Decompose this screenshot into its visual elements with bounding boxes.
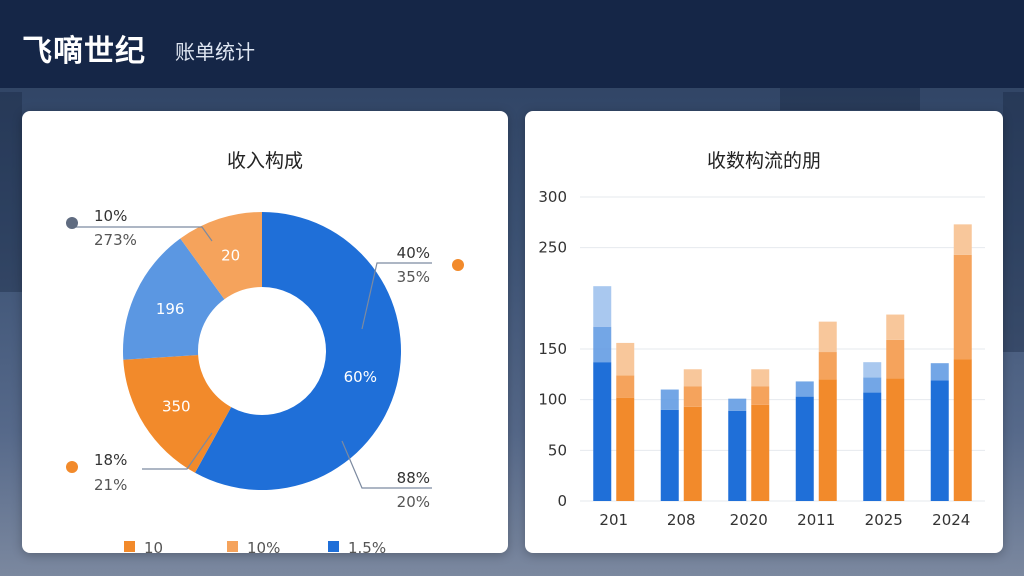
x-tick-label: 2024 — [932, 511, 970, 529]
callout-secondary: 273% — [94, 231, 137, 249]
bar-blue — [930, 380, 949, 501]
brand-title: 飞嘀世纪 — [22, 34, 146, 69]
bar-orange-light — [683, 369, 702, 387]
y-tick-label: 0 — [557, 492, 567, 510]
bar-blue-mid — [795, 381, 814, 397]
bar-blue — [660, 409, 679, 501]
donut-chart: 60% 350 196 20 10% 273% 40% 35% 18% 21% 88% 20% 10 10… — [66, 207, 464, 553]
bar-orange-light — [886, 314, 905, 340]
donut-chart-title: 收入构成 — [226, 150, 303, 172]
header-bar: 飞嘀世纪 账单统计 — [0, 0, 1024, 88]
callout-line — [341, 440, 432, 489]
x-tick-label: 2025 — [865, 511, 903, 529]
bar-blue — [863, 392, 882, 501]
bar-orange-light — [953, 224, 972, 255]
bar-orange-light — [818, 321, 837, 353]
page-subtitle: 账单统计 — [175, 40, 255, 64]
donut-slice-label: 20 — [221, 246, 240, 264]
bar-blue-mid — [728, 398, 747, 411]
bar-orange-mid — [886, 339, 905, 379]
bar-orange-light — [616, 342, 635, 376]
bar-chart-title: 收数构流的朋 — [706, 150, 821, 172]
callout-primary: 88% — [397, 469, 430, 487]
legend-label: 10 — [144, 539, 163, 553]
callout-primary: 40% — [397, 244, 430, 262]
bar-blue-mid — [660, 389, 679, 410]
background-building — [780, 88, 920, 110]
bar-blue-mid — [593, 326, 612, 363]
callout-secondary: 20% — [397, 493, 430, 511]
bar-orange — [818, 379, 837, 501]
donut-slice-label: 350 — [162, 397, 191, 415]
callout-secondary: 21% — [94, 476, 127, 494]
y-tick-label: 100 — [538, 391, 567, 409]
background-building — [0, 92, 22, 292]
x-tick-label: 2011 — [797, 511, 835, 529]
bar-blue-mid — [863, 377, 882, 393]
bar-orange-mid — [818, 352, 837, 380]
legend-swatch — [328, 541, 339, 552]
bar-orange — [953, 359, 972, 501]
bar-blue-light — [863, 362, 882, 378]
callout-secondary: 35% — [397, 268, 430, 286]
bar-chart-card: 收数构流的朋 0 50 100 150 250 300 201 208 2020 2011 2025… — [525, 111, 1003, 553]
bar-orange — [616, 397, 635, 501]
legend-swatch — [124, 541, 135, 552]
donut-slice — [122, 238, 225, 360]
y-tick-label: 50 — [548, 441, 567, 459]
y-tick-label: 250 — [538, 239, 567, 257]
donut-slice — [180, 212, 262, 300]
bar-orange-mid — [953, 254, 972, 360]
bar-blue — [728, 410, 747, 501]
income-composition-card: 收入构成 60% 350 196 20 10% 273% 40% 35% 18% 21% 88% 20… — [22, 111, 508, 553]
bar-orange-mid — [683, 386, 702, 407]
background-building — [1003, 92, 1024, 352]
x-tick-label: 201 — [599, 511, 628, 529]
x-tick-label: 2020 — [730, 511, 768, 529]
legend-label: 10% — [247, 539, 280, 553]
bar-orange — [683, 406, 702, 501]
bar-orange-mid — [616, 375, 635, 398]
y-tick-label: 150 — [538, 340, 567, 358]
bar-blue-light — [593, 286, 612, 327]
x-tick-label: 208 — [667, 511, 696, 529]
callout-dot — [66, 461, 78, 473]
bar-orange-light — [751, 369, 770, 387]
legend-swatch — [227, 541, 238, 552]
bar-orange-mid — [751, 386, 770, 405]
bar-blue — [593, 362, 612, 501]
bar-blue-mid — [930, 363, 949, 381]
bar-orange — [886, 378, 905, 501]
callout-primary: 18% — [94, 451, 127, 469]
legend-label: 1.5% — [348, 539, 386, 553]
y-tick-label: 300 — [538, 188, 567, 206]
callout-dot — [66, 217, 78, 229]
callout-primary: 10% — [94, 207, 127, 225]
bar-blue — [795, 396, 814, 501]
bar-chart: 0 50 100 150 250 300 201 208 2020 2011 2025 2024 — [538, 188, 985, 529]
bar-orange — [751, 404, 770, 501]
callout-line — [142, 432, 213, 470]
donut-slice — [195, 212, 401, 490]
callout-dot — [452, 259, 464, 271]
callout-line — [74, 226, 213, 242]
callout-line — [361, 262, 432, 330]
donut-slice-label: 60% — [344, 368, 377, 386]
donut-slice-label: 196 — [156, 300, 185, 318]
